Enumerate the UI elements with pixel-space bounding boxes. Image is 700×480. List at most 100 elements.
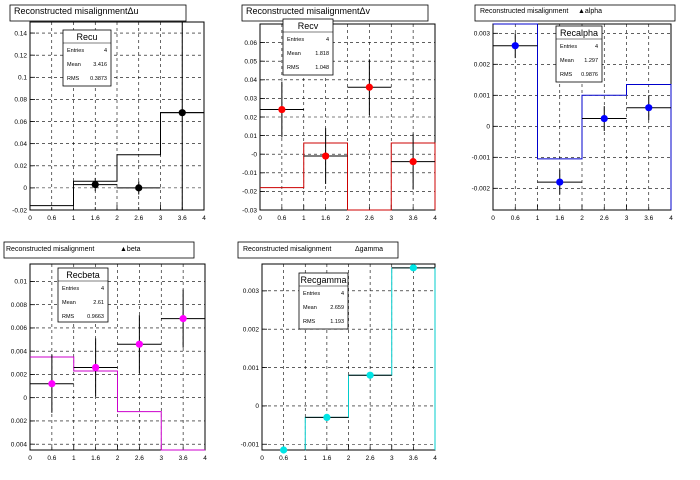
data-point: [348, 371, 392, 379]
y-tick-label: 0.003: [243, 288, 260, 295]
stats-label: RMS: [62, 314, 75, 320]
chart-title: Reconstructed misalignmentΔu: [14, 6, 139, 16]
title-box: [9, 4, 187, 22]
x-tick-label: 1.6: [322, 455, 331, 462]
chart-title-symbol: Δgamma: [355, 246, 383, 253]
chart-title-symbol: ▲alpha: [578, 8, 602, 15]
x-tick-label: 1: [303, 455, 307, 462]
data-point: [305, 413, 349, 422]
title-box: [241, 4, 429, 22]
point-marker: [91, 180, 99, 189]
y-tick-label: 0.12: [14, 52, 27, 59]
stats-value: 1.048: [315, 65, 329, 71]
stats-box-name: Recbeta: [66, 270, 100, 280]
data-point: [626, 95, 671, 121]
stats-label: Entries: [62, 286, 79, 292]
data-point: [73, 177, 117, 192]
x-tick-label: 3.6: [409, 455, 418, 462]
y-tick-label: 0.02: [14, 163, 27, 170]
x-tick-label: 3: [159, 215, 163, 222]
data-point: [303, 128, 348, 184]
data-point: [161, 289, 205, 348]
chart-title: Reconstructed misalignment: [243, 246, 331, 253]
y-tick-label: 0.002: [243, 326, 260, 333]
title-box: [3, 241, 195, 259]
x-tick-label: 1: [72, 455, 76, 462]
y-tick-label: 0.02: [244, 114, 257, 121]
x-tick-label: 0.6: [47, 455, 56, 462]
x-tick-label: 4: [202, 215, 206, 222]
x-tick-label: 1.6: [91, 455, 100, 462]
stats-label: RMS: [67, 76, 80, 82]
data-point: [30, 354, 74, 413]
x-tick-label: 2: [346, 215, 350, 222]
y-tick-label: 0.1: [18, 75, 27, 82]
y-tick-label: 0.04: [244, 77, 257, 84]
x-tick-label: 2: [115, 215, 119, 222]
x-tick-label: 2: [580, 215, 584, 222]
x-tick-label: 0: [491, 215, 495, 222]
y-tick-label: 0.006: [11, 325, 28, 332]
y-tick-label: -0.02: [12, 207, 27, 214]
chart-panel-5: 0 0.6 1 1.6 2 2.6 3 3.6 4-0.00100.0010.0020.003R…: [237, 241, 437, 462]
stats-value: 2.659: [330, 305, 344, 311]
x-tick-label: 0.6: [277, 215, 286, 222]
plot-frame: [29, 21, 205, 211]
y-tick-label: -0: [251, 152, 257, 159]
stats-value: 4: [341, 291, 344, 297]
y-tick-label: 0.002: [11, 418, 28, 425]
stats-value: 4: [595, 44, 598, 50]
stats-box-frame: [62, 29, 112, 87]
stats-value: 4: [104, 48, 107, 54]
x-tick-label: 2.6: [135, 455, 144, 462]
y-tick-label: 0.04: [14, 141, 27, 148]
data-point: [493, 33, 538, 59]
y-tick-label: 0.002: [474, 62, 491, 69]
point-marker: [92, 363, 100, 372]
y-tick-label: 0: [23, 395, 27, 402]
data-point: [117, 181, 161, 195]
y-tick-label: -0.01: [242, 170, 257, 177]
y-tick-label: 0.05: [244, 59, 257, 66]
stats-box: Recv Entries 4 Mean 1.818 RMS 1.048: [282, 18, 334, 76]
chart-title: Reconstructed misalignment: [6, 246, 94, 253]
stats-value: 4: [101, 286, 104, 292]
y-tick-label: -0.03: [242, 207, 257, 214]
stats-label: RMS: [303, 319, 316, 325]
stats-box-frame: [555, 25, 603, 83]
y-tick-label: 0.004: [11, 441, 28, 448]
stats-box-frame: [282, 18, 334, 76]
x-tick-label: 2.6: [134, 215, 143, 222]
y-tick-label: 0: [486, 124, 490, 131]
chart-title: Reconstructed misalignment: [480, 8, 568, 15]
data-point: [262, 446, 306, 454]
point-marker: [322, 152, 330, 160]
x-tick-label: 3: [625, 215, 629, 222]
x-tick-label: 1.6: [321, 215, 330, 222]
x-tick-label: 1.6: [555, 215, 564, 222]
stats-label: Mean: [67, 62, 81, 68]
y-tick-label: 0.14: [14, 30, 27, 37]
data-point: [73, 338, 118, 397]
x-tick-label: 4: [433, 215, 437, 222]
x-tick-label: 0: [28, 455, 32, 462]
y-tick-label: 0.001: [243, 365, 260, 372]
y-tick-label: 0.001: [474, 93, 491, 100]
x-tick-label: 3: [159, 455, 163, 462]
x-tick-label: 1.6: [91, 215, 100, 222]
title-box: [237, 241, 399, 259]
x-tick-label: 0.6: [279, 455, 288, 462]
y-tick-label: 0.01: [244, 133, 257, 140]
stats-value: 0.3873: [90, 76, 107, 82]
stats-box-name: Recv: [298, 21, 319, 31]
point-marker: [600, 114, 608, 123]
x-tick-label: 0: [260, 455, 264, 462]
y-tick-label: -0.001: [472, 155, 491, 162]
x-tick-label: 0: [28, 215, 32, 222]
x-tick-label: 2.6: [365, 215, 374, 222]
stats-label: Mean: [62, 300, 76, 306]
stats-box-name: Recgamma: [300, 275, 346, 285]
point-marker: [409, 158, 417, 166]
point-marker: [48, 380, 56, 388]
